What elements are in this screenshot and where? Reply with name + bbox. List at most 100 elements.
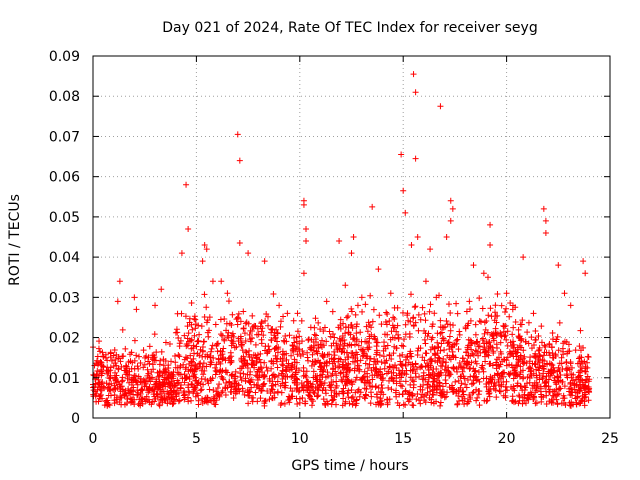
data-point: [481, 344, 488, 351]
data-point: [410, 322, 417, 329]
data-point: [250, 351, 257, 358]
data-point: [437, 369, 444, 376]
data-point: [334, 346, 341, 353]
data-point: [510, 324, 517, 331]
data-point: [231, 373, 238, 380]
data-point: [196, 331, 203, 338]
data-point: [361, 385, 368, 392]
data-point: [279, 380, 286, 387]
data-point: [455, 386, 462, 393]
data-point: [572, 395, 579, 402]
data-point: [377, 395, 384, 402]
data-point: [196, 360, 203, 367]
data-point: [419, 364, 426, 371]
data-point: [526, 358, 533, 365]
data-point: [228, 388, 235, 395]
data-point: [493, 365, 500, 372]
data-point: [381, 331, 388, 338]
data-point: [576, 355, 583, 362]
data-point: [348, 395, 355, 402]
data-point: [474, 394, 481, 401]
data-point: [407, 318, 414, 325]
data-point: [254, 398, 261, 405]
data-point: [439, 363, 446, 370]
data-point: [99, 363, 106, 370]
data-point: [349, 401, 356, 408]
data-point: [285, 393, 292, 400]
data-point-outlier: [358, 294, 365, 301]
data-point: [492, 302, 499, 309]
data-point: [446, 333, 453, 340]
data-point: [395, 331, 402, 338]
data-point: [432, 351, 439, 358]
data-point: [529, 385, 536, 392]
data-point-outlier: [336, 238, 343, 245]
data-point: [396, 391, 403, 398]
data-point: [556, 319, 563, 326]
y-tick-label: 0.01: [49, 371, 80, 387]
data-point: [415, 327, 422, 334]
data-point: [364, 373, 371, 380]
data-point: [345, 313, 352, 320]
data-point: [233, 343, 240, 350]
data-point: [122, 345, 129, 352]
data-point: [174, 329, 181, 336]
data-point-outlier: [158, 286, 165, 293]
data-point: [526, 391, 533, 398]
data-point: [483, 383, 490, 390]
data-point: [204, 353, 211, 360]
data-point: [329, 360, 336, 367]
data-point: [146, 343, 153, 350]
data-point: [359, 376, 366, 383]
data-point: [155, 401, 162, 408]
data-point: [422, 317, 429, 324]
data-point: [361, 350, 368, 357]
x-tick-label: 10: [291, 431, 309, 447]
data-point: [239, 347, 246, 354]
data-point: [181, 391, 188, 398]
data-point: [165, 372, 172, 379]
data-point: [502, 309, 509, 316]
data-point: [525, 319, 532, 326]
data-point-outlier: [443, 234, 450, 240]
data-point: [169, 393, 176, 400]
data-point: [188, 380, 195, 387]
data-point: [268, 386, 275, 393]
data-point: [329, 397, 336, 404]
data-point: [424, 384, 431, 391]
data-point: [561, 383, 568, 390]
data-point: [374, 339, 381, 346]
data-point: [486, 389, 493, 396]
data-point: [572, 347, 579, 354]
data-point: [127, 399, 134, 406]
data-point: [249, 312, 256, 319]
data-point: [161, 395, 168, 402]
data-point: [313, 348, 320, 355]
data-point: [581, 391, 588, 398]
data-point: [244, 361, 251, 368]
data-point: [208, 345, 215, 352]
data-point: [349, 393, 356, 400]
data-point: [549, 336, 556, 343]
data-point: [573, 399, 580, 406]
data-point: [466, 365, 473, 372]
data-point: [405, 359, 412, 366]
data-point: [118, 401, 125, 408]
data-point: [165, 391, 172, 398]
data-point: [210, 387, 217, 394]
data-point: [439, 383, 446, 390]
data-point: [472, 358, 479, 365]
data-point: [574, 360, 581, 367]
data-point: [365, 319, 372, 326]
data-point: [207, 354, 214, 361]
data-point: [560, 348, 567, 355]
data-point: [234, 321, 241, 328]
data-point: [498, 383, 505, 390]
data-point: [452, 378, 459, 385]
data-point: [281, 384, 288, 391]
data-point: [220, 376, 227, 383]
data-point: [585, 354, 592, 361]
data-point: [470, 352, 477, 359]
data-point: [348, 308, 355, 315]
data-point: [331, 348, 338, 355]
